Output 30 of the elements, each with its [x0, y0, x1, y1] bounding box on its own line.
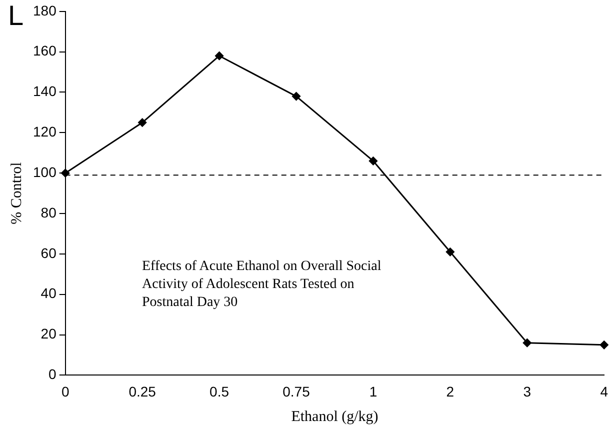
x-tick-label: 0.75	[282, 383, 310, 400]
annotation: Effects of Acute Ethanol on Overall Social Activity of Adolescent Rats Tested on Postnatal Day 30	[142, 258, 382, 312]
text: L	[8, 0, 24, 32]
x-tick-label: 2	[446, 383, 454, 400]
y-tick-label: 80	[40, 204, 57, 220]
x-tick-label: 4	[600, 383, 608, 400]
point	[600, 340, 608, 350]
y-tick-label: 60	[40, 244, 57, 261]
point	[368, 156, 378, 166]
y-axis-title: % Control	[8, 162, 25, 224]
x-tick-label: 1	[369, 383, 378, 400]
y-tick-label: 20	[40, 326, 57, 342]
y-tick-label: 120	[33, 124, 57, 140]
point	[446, 248, 454, 256]
point	[61, 168, 70, 178]
x-tick-label: 3	[523, 383, 532, 400]
y-tick-label: 100	[33, 164, 57, 180]
y-tick-label: 180	[33, 2, 57, 18]
y-tick-label: 140	[33, 83, 57, 100]
x-tick-label: 0	[61, 383, 70, 400]
x-axis-title: Ethanol (g/kg)	[291, 408, 378, 425]
point	[215, 52, 224, 60]
x-tick-label: 0.5	[210, 383, 230, 400]
y-tick-label: 160	[33, 42, 57, 59]
x-tick-label: 0.25	[128, 383, 156, 400]
point	[522, 338, 532, 348]
y-tick-label: 0	[48, 366, 57, 382]
point	[292, 92, 300, 101]
point	[138, 118, 147, 127]
y-tick-label: 40	[40, 285, 57, 302]
